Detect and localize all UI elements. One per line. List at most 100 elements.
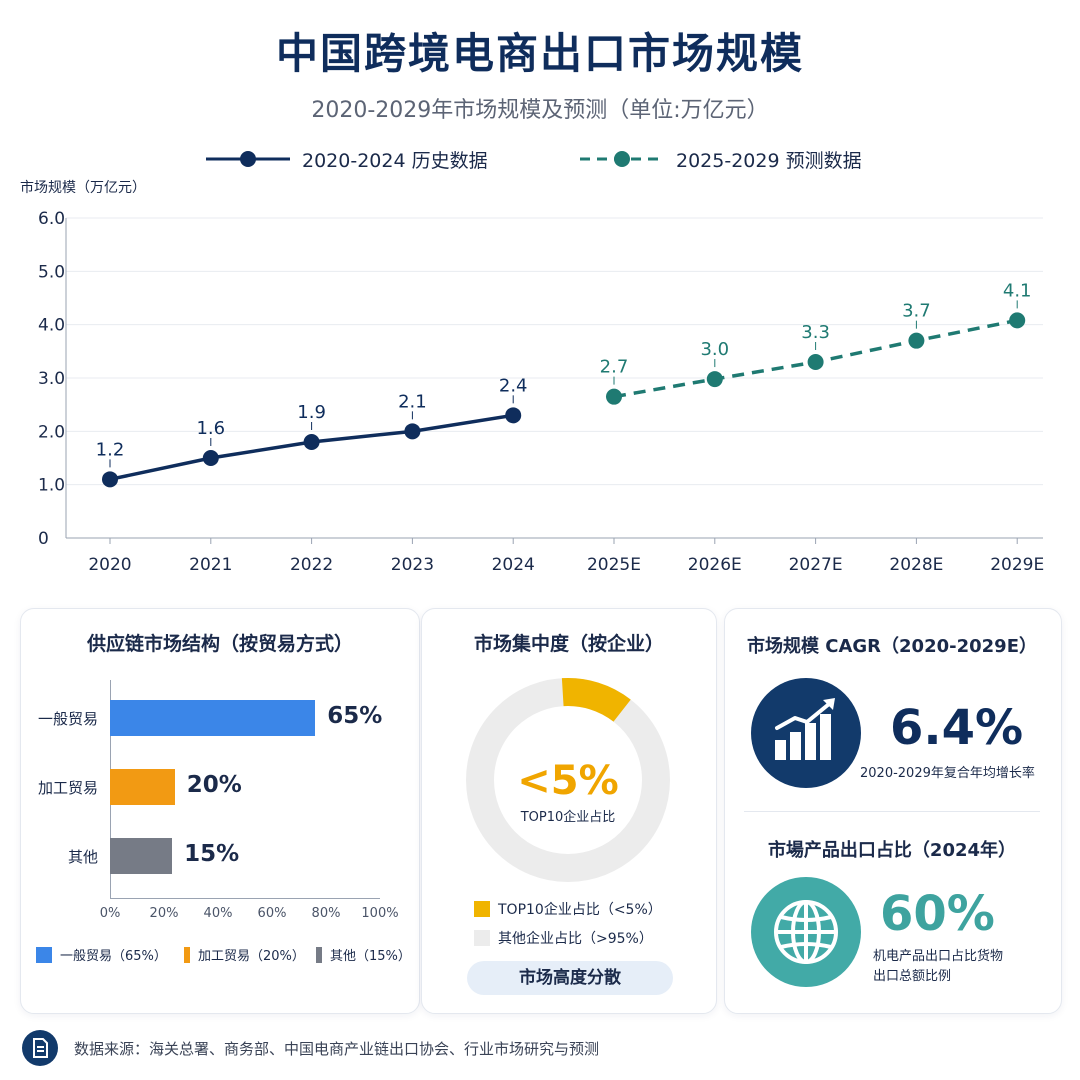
data-label: 2.4 xyxy=(499,375,528,396)
concentration-panel: 市场集中度（按企业） xyxy=(421,608,717,1014)
bar-legend-item: 其他（15%） xyxy=(316,945,411,964)
data-label: 4.1 xyxy=(1003,280,1032,301)
source-footer: 数据来源：海关总署、商务部、中国电商产业链出口协会、行业市场研究与预测 xyxy=(22,1030,599,1066)
bar xyxy=(110,769,175,805)
bar-legend-swatch xyxy=(316,946,322,963)
data-point xyxy=(1009,312,1026,329)
data-point xyxy=(404,423,421,440)
y-tick-label: 3.0 xyxy=(38,369,65,389)
cagr-value: 6.4% xyxy=(890,700,1024,756)
bar-value-label: 15% xyxy=(184,841,240,867)
donut-slice-top10 xyxy=(561,678,631,722)
data-point xyxy=(202,450,219,466)
share-description-2: 出口总额比例 xyxy=(873,969,952,984)
bar-x-tick-label: 80% xyxy=(311,906,341,921)
bar-x-axis-line xyxy=(110,898,380,899)
data-label: 2.1 xyxy=(398,391,427,412)
legend-swatch-other xyxy=(474,930,490,946)
x-tick-label: 2026E xyxy=(688,555,742,575)
data-label: 1.6 xyxy=(196,418,225,439)
bar-category-label: 一般贸易 xyxy=(37,710,98,728)
x-tick-label: 2021 xyxy=(189,555,232,575)
data-label: 1.2 xyxy=(96,439,125,460)
donut-legend-top10-label: TOP10企业占比（<5%） xyxy=(498,902,662,918)
data-point xyxy=(706,371,723,388)
share-title: 市場产品出口占比（2024年） xyxy=(767,840,1017,861)
donut-center-label: TOP10企业占比 xyxy=(520,810,616,825)
bar-legend-swatch xyxy=(184,946,190,963)
concentration-donut-chart xyxy=(466,678,670,882)
chart-legend: 2020-2024 历史数据 2025-2029 预测数据 xyxy=(0,144,1080,174)
x-tick-label: 2027E xyxy=(789,555,843,575)
bar-legend-label: 其他（15%） xyxy=(330,949,411,964)
x-tick-label: 2024 xyxy=(492,555,535,575)
bar-x-tick-label: 20% xyxy=(149,906,179,921)
page-title: 中国跨境电商出口市场规模 xyxy=(275,29,804,78)
donut-legend-other: 其他企业占比（>95%） xyxy=(474,928,653,948)
supply-chain-title: 供应链市场结构（按贸易方式） xyxy=(86,633,353,655)
bar-legend-swatch xyxy=(36,946,52,963)
data-label: 1.9 xyxy=(297,402,326,423)
legend-line-dashed-icon xyxy=(580,151,664,167)
legend-label-forecast: 2025-2029 预测数据 xyxy=(676,149,862,172)
growth-chart-icon xyxy=(751,678,861,788)
y-tick-label: 4.0 xyxy=(38,316,65,336)
x-tick-label: 2025E xyxy=(587,555,641,575)
y-tick-label: 1.0 xyxy=(38,476,65,496)
data-label: 3.7 xyxy=(902,301,931,322)
share-description-1: 机电产品出口占比货物 xyxy=(873,949,1004,964)
document-icon xyxy=(22,1030,58,1066)
data-point xyxy=(505,407,522,424)
y-tick-label: 6.0 xyxy=(38,209,65,229)
legend-label-historical: 2020-2024 历史数据 xyxy=(302,149,488,172)
market-size-line-chart: 市场规模（万亿元） 0 1.0 2.0 3.0 4.0 5.0 6.0 2020 2021 2022… xyxy=(20,179,1044,575)
x-tick-label: 2029E xyxy=(990,555,1044,575)
donut-legend-top10: TOP10企业占比（<5%） xyxy=(474,899,662,919)
data-point xyxy=(102,471,118,488)
data-label: 2.7 xyxy=(600,357,629,378)
concentration-title: 市场集中度（按企业） xyxy=(473,633,664,655)
bar-value-label: 20% xyxy=(186,772,242,798)
data-label: 3.0 xyxy=(700,339,729,360)
bar-x-tick-label: 100% xyxy=(361,906,399,921)
data-point xyxy=(807,354,824,370)
data-point xyxy=(908,332,925,349)
bar-category-label: 其他 xyxy=(67,848,98,866)
x-tick-label: 2022 xyxy=(290,555,333,575)
x-tick-label: 2020 xyxy=(88,555,131,575)
market-dispersed-tag: 市场高度分散 xyxy=(467,961,673,995)
legend-line-solid-icon xyxy=(206,151,290,167)
x-tick-label: 2028E xyxy=(889,555,943,575)
bar-legend-label: 加工贸易（20%） xyxy=(198,949,305,964)
y-tick-label: 5.0 xyxy=(38,262,65,282)
cagr-description: 2020-2029年复合年均增长率 xyxy=(860,766,1035,781)
bar-legend-item: 加工贸易（20%） xyxy=(184,945,305,964)
bar-legend-label: 一般贸易（65%） xyxy=(60,949,167,964)
supply-chain-panel: 供应链市场结构（按贸易方式） xyxy=(20,608,420,1014)
legend-item-forecast: 2025-2029 预测数据 xyxy=(580,144,862,174)
bar-legend-item: 一般贸易（65%） xyxy=(36,945,167,964)
y-axis-label: 市场规模（万亿元） xyxy=(20,179,146,196)
page-subtitle: 2020-2029年市场规模及预测（单位:万亿元） xyxy=(311,98,769,123)
y-tick-label: 0 xyxy=(38,529,49,549)
globe-icon xyxy=(751,877,861,987)
bar-x-tick-label: 40% xyxy=(203,906,233,921)
share-value: 60% xyxy=(880,886,995,942)
bar-x-tick-label: 60% xyxy=(257,906,287,921)
kpi-divider xyxy=(744,811,1040,812)
donut-center-value: <5% xyxy=(517,758,619,804)
bar-value-label: 65% xyxy=(327,703,383,729)
bar xyxy=(110,838,173,874)
cagr-title: 市场规模 CAGR（2020-2029E） xyxy=(746,636,1037,657)
source-text: 数据来源：海关总署、商务部、中国电商产业链出口协会、行业市场研究与预测 xyxy=(74,1039,600,1058)
data-point xyxy=(606,388,622,405)
donut-legend-other-label: 其他企业占比（>95%） xyxy=(498,931,653,947)
legend-item-historical: 2020-2024 历史数据 xyxy=(206,144,488,174)
bar xyxy=(110,700,316,736)
x-tick-label: 2023 xyxy=(391,555,434,575)
data-point xyxy=(303,434,320,450)
data-label: 3.3 xyxy=(801,322,830,343)
bar-category-label: 加工贸易 xyxy=(37,779,98,797)
legend-swatch-top10 xyxy=(474,901,490,917)
y-tick-label: 2.0 xyxy=(38,422,65,442)
